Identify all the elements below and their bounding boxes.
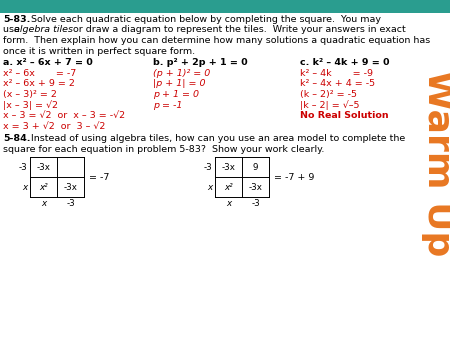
Text: p = -1: p = -1 <box>153 100 182 110</box>
Text: once it is written in perfect square form.: once it is written in perfect square for… <box>3 47 195 55</box>
Text: -3x: -3x <box>248 183 262 192</box>
Text: x: x <box>22 183 27 192</box>
Text: (x – 3)² = 2: (x – 3)² = 2 <box>3 90 57 99</box>
Text: 5-84.: 5-84. <box>3 134 31 143</box>
Text: x²: x² <box>39 183 48 192</box>
Text: x = 3 + √2  or  3 – √2: x = 3 + √2 or 3 – √2 <box>3 121 105 130</box>
Text: x: x <box>207 183 212 192</box>
Text: |k – 2| = √–5: |k – 2| = √–5 <box>300 100 360 110</box>
Text: c. k² – 4k + 9 = 0: c. k² – 4k + 9 = 0 <box>300 58 390 67</box>
Text: = -7 + 9: = -7 + 9 <box>274 172 315 182</box>
Text: b. p² + 2p + 1 = 0: b. p² + 2p + 1 = 0 <box>153 58 248 67</box>
Text: -3x: -3x <box>63 183 77 192</box>
Text: k² – 4x + 4 = -5: k² – 4x + 4 = -5 <box>300 79 375 89</box>
Text: -3: -3 <box>18 163 27 171</box>
Text: form.  Then explain how you can determine how many solutions a quadratic equatio: form. Then explain how you can determine… <box>3 36 430 45</box>
Text: Instead of using algebra tiles, how can you use an area model to complete the: Instead of using algebra tiles, how can … <box>28 134 405 143</box>
Text: x² – 6x + 9 = 2: x² – 6x + 9 = 2 <box>3 79 75 89</box>
Text: p + 1 = 0: p + 1 = 0 <box>153 90 199 99</box>
Text: Solve each quadratic equation below by completing the square.  You may: Solve each quadratic equation below by c… <box>28 15 381 24</box>
Text: algebra tiles: algebra tiles <box>14 25 73 34</box>
Text: No Real Solution: No Real Solution <box>300 111 389 120</box>
Text: x: x <box>41 199 46 208</box>
Text: a. x² – 6x + 7 = 0: a. x² – 6x + 7 = 0 <box>3 58 93 67</box>
Text: or draw a diagram to represent the tiles.  Write your answers in exact: or draw a diagram to represent the tiles… <box>70 25 406 34</box>
Text: -3: -3 <box>251 199 260 208</box>
Bar <box>0 0 450 13</box>
Text: k² – 4k       = -9: k² – 4k = -9 <box>300 69 373 78</box>
Text: -3x: -3x <box>221 163 235 171</box>
Text: x²: x² <box>224 183 233 192</box>
Text: -3x: -3x <box>36 163 50 171</box>
Text: 5-83.: 5-83. <box>3 15 31 24</box>
Text: |p + 1| = 0: |p + 1| = 0 <box>153 79 206 89</box>
Text: x² – 6x       = -7: x² – 6x = -7 <box>3 69 76 78</box>
Text: x: x <box>226 199 231 208</box>
Text: (p + 1)² = 0: (p + 1)² = 0 <box>153 69 210 78</box>
Text: -3: -3 <box>66 199 75 208</box>
Text: (k – 2)² = -5: (k – 2)² = -5 <box>300 90 357 99</box>
Text: x – 3 = √2  or  x – 3 = -√2: x – 3 = √2 or x – 3 = -√2 <box>3 111 125 120</box>
Text: square for each equation in problem 5-83?  Show your work clearly.: square for each equation in problem 5-83… <box>3 145 324 153</box>
Text: 9: 9 <box>253 163 258 171</box>
Text: Warm Up: Warm Up <box>421 70 450 256</box>
Text: |x – 3| = √2: |x – 3| = √2 <box>3 100 58 110</box>
Text: use: use <box>3 25 23 34</box>
Text: = -7: = -7 <box>89 172 109 182</box>
Text: -3: -3 <box>203 163 212 171</box>
